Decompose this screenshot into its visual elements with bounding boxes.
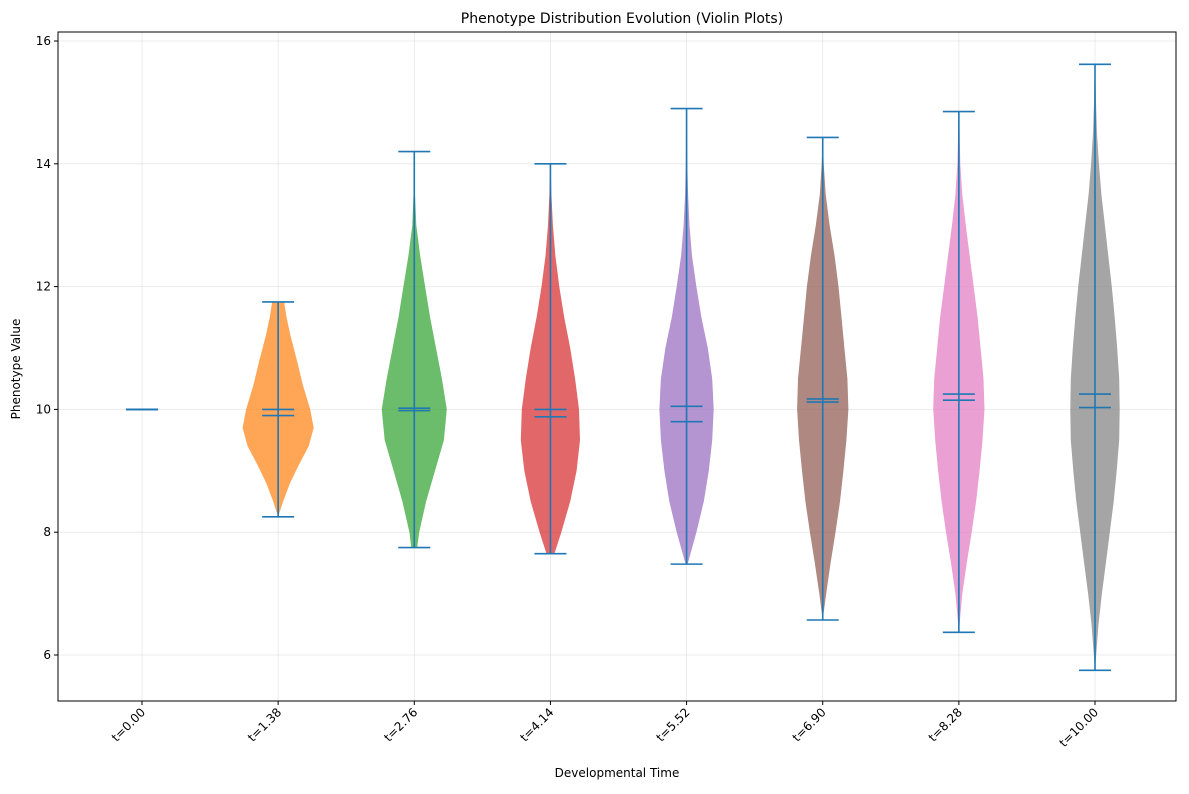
y-tick-label: 8 xyxy=(43,525,51,539)
y-axis-ticks: 6 8 10 12 14 16 xyxy=(36,34,58,662)
violin-stats xyxy=(126,63,1111,672)
plot-frame xyxy=(57,31,1177,702)
y-axis-label: Phenotype Value xyxy=(9,319,23,420)
y-tick-label: 14 xyxy=(36,157,51,171)
y-tick-label: 6 xyxy=(43,648,51,662)
y-tick-label: 10 xyxy=(36,402,51,416)
y-tick-label: 12 xyxy=(36,280,51,294)
x-axis-label: Developmental Time xyxy=(555,766,680,780)
y-tick-label: 16 xyxy=(36,34,51,48)
chart-title: Phenotype Distribution Evolution (Violin… xyxy=(461,11,783,27)
